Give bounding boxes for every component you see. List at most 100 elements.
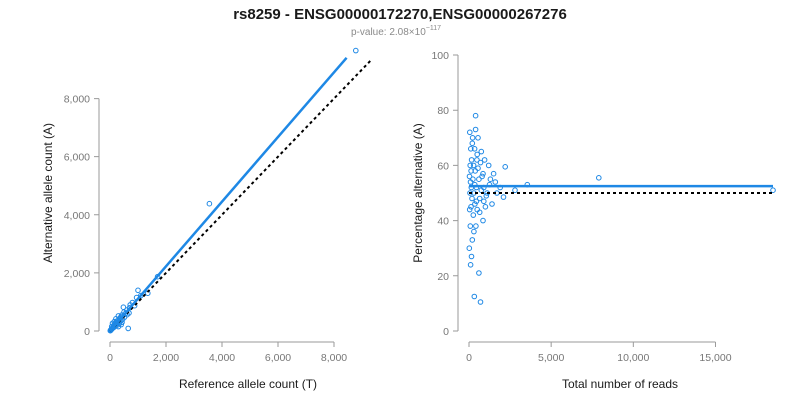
right-data-point <box>481 198 487 205</box>
right-data-point <box>467 179 474 185</box>
right-data-point <box>469 140 476 147</box>
left-y-tick-label: 4,000 <box>64 210 90 222</box>
left-data-point <box>125 325 131 332</box>
right-data-point <box>472 201 478 207</box>
left-data-point <box>135 287 141 294</box>
right-data-point <box>471 228 477 235</box>
right-data-point <box>468 168 474 174</box>
right-y-tick-label: 60 <box>437 160 449 172</box>
right-x-axis <box>468 341 716 347</box>
right-data-point <box>466 245 473 251</box>
p-value-label: p-value: 2.08×10−117 <box>351 25 441 38</box>
right-data-point <box>480 170 486 177</box>
right-data-point <box>478 148 485 155</box>
right-y-tick-label: 100 <box>431 50 449 62</box>
right-data-point <box>466 206 473 213</box>
left-y-tick-label: 0 <box>84 326 90 338</box>
left-x-axis-label: Reference allele count (T) <box>179 377 317 391</box>
right-data-point <box>490 170 497 177</box>
right-data-point <box>596 175 602 181</box>
right-x-tick-label: 0 <box>466 352 472 364</box>
right-data-point <box>474 157 480 163</box>
chart-title: rs8259 - ENSG00000172270,ENSG00000267276 <box>233 6 567 23</box>
left-x-axis <box>109 341 335 347</box>
p-value-prefix: p-value: 2.08×10 <box>351 27 426 38</box>
right-y-tick-label: 80 <box>437 105 449 117</box>
right-points-group <box>466 112 776 305</box>
left-scatter-panel: 0 2,000 4,000 6,000 8,000 0 2,000 4,000 6,000 8,… <box>41 47 372 391</box>
right-y-ticks: 0 20 40 60 80 100 <box>431 50 449 338</box>
left-data-point <box>353 47 359 54</box>
right-data-point <box>472 126 479 133</box>
right-x-tick-label: 10,000 <box>617 352 649 364</box>
right-data-point <box>770 187 776 193</box>
right-data-point <box>469 135 476 141</box>
left-y-tick-label: 2,000 <box>64 268 90 280</box>
left-y-tick-label: 6,000 <box>64 152 90 164</box>
p-value-exponent: −117 <box>426 25 441 32</box>
right-data-point <box>481 157 488 163</box>
left-data-point <box>118 321 124 328</box>
left-reference-line <box>109 60 372 332</box>
left-y-ticks: 0 2,000 4,000 6,000 8,000 <box>64 94 90 338</box>
right-data-point <box>467 162 474 169</box>
right-data-point <box>470 212 477 218</box>
left-x-tick-label: 8,000 <box>321 352 347 364</box>
right-data-point <box>492 179 499 185</box>
left-data-point <box>206 200 213 207</box>
right-data-point <box>476 195 483 202</box>
right-data-point <box>475 165 481 171</box>
right-data-point <box>471 146 478 152</box>
left-x-tick-label: 4,000 <box>209 352 235 364</box>
right-data-point <box>466 173 473 180</box>
right-data-point <box>467 262 474 268</box>
right-data-point <box>469 195 475 202</box>
right-data-point <box>476 209 483 216</box>
right-data-point <box>477 159 484 166</box>
right-data-point <box>468 157 475 163</box>
right-data-point <box>471 293 478 300</box>
right-data-point <box>512 187 518 193</box>
left-data-point <box>113 316 119 322</box>
left-fit-line <box>109 56 348 332</box>
right-data-point <box>469 237 476 243</box>
right-scatter-panel: 0 5,000 10,000 15,000 0 20 40 60 80 100 Total nu… <box>411 50 776 391</box>
right-y-tick-label: 0 <box>443 326 449 338</box>
right-data-point <box>473 223 479 229</box>
right-x-tick-label: 15,000 <box>699 352 731 364</box>
right-data-point <box>475 135 481 141</box>
right-y-axis-label: Percentage alternative (A) <box>411 123 425 262</box>
right-data-point <box>467 223 474 229</box>
left-data-point <box>120 304 127 311</box>
right-data-point <box>476 270 482 276</box>
right-x-ticks: 0 5,000 10,000 15,000 <box>466 352 732 364</box>
right-data-point <box>480 217 486 224</box>
right-data-point <box>479 173 485 180</box>
left-y-axis-label: Alternative allele count (A) <box>41 123 55 263</box>
left-x-tick-label: 2,000 <box>153 352 179 364</box>
right-data-point <box>477 299 484 305</box>
right-data-point <box>474 151 481 158</box>
right-data-point <box>482 204 489 210</box>
left-x-ticks: 0 2,000 4,000 6,000 8,000 <box>107 352 347 364</box>
right-data-point <box>467 129 473 136</box>
right-data-point <box>470 162 477 169</box>
right-data-point <box>502 164 509 170</box>
right-data-point <box>468 146 474 152</box>
right-data-point <box>483 193 490 199</box>
right-data-point <box>476 176 482 182</box>
right-data-point <box>473 198 480 205</box>
right-data-point <box>468 204 474 210</box>
right-data-point <box>500 194 507 200</box>
right-data-point <box>485 162 492 169</box>
right-data-point <box>489 201 495 207</box>
right-y-axis <box>453 54 459 332</box>
right-data-point <box>487 176 494 182</box>
left-y-axis <box>94 98 100 332</box>
right-y-tick-label: 20 <box>437 271 449 283</box>
right-x-axis-label: Total number of reads <box>562 377 678 391</box>
right-x-tick-label: 5,000 <box>538 352 564 364</box>
left-x-tick-label: 6,000 <box>265 352 291 364</box>
left-data-point <box>109 320 116 327</box>
